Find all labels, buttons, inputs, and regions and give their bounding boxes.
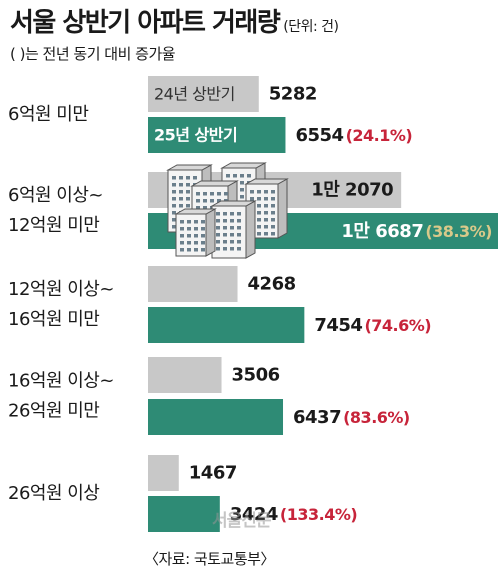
- title-unit: (단위: 건): [283, 19, 339, 35]
- category-label: 6억원 이상~: [8, 185, 103, 206]
- category-label: 26억원 미만: [8, 401, 99, 422]
- category-label: 12억원 이상~: [8, 279, 114, 300]
- series-label-curr: 25년 상반기: [154, 126, 237, 145]
- category-label: 12억원 미만: [8, 215, 99, 236]
- value-label-curr: 6437 (83.6%): [293, 407, 410, 428]
- series-label-prev: 24년 상반기: [154, 85, 235, 104]
- bar-curr: [148, 117, 286, 153]
- growth-rate: (38.3%): [425, 222, 492, 241]
- value-label-curr: 6554 (24.1%): [295, 125, 412, 146]
- value-number: 6437: [293, 407, 341, 428]
- category-label: 26억원 이상: [8, 483, 99, 504]
- value-number: 3424: [230, 504, 278, 525]
- bar-curr: [148, 307, 305, 343]
- bar-prev: [148, 76, 259, 112]
- growth-rate: (133.4%): [280, 505, 357, 524]
- value-label-curr: 1만 6687 (38.3%): [341, 221, 492, 242]
- growth-rate: (24.1%): [346, 126, 413, 145]
- value-label-prev: 3506: [232, 365, 280, 386]
- category-label: 6억원 미만: [8, 104, 88, 125]
- apartment-buildings-illustration: [166, 162, 289, 259]
- subtitle-note: ( )는 전년 동기 대비 증가율: [10, 45, 176, 63]
- title-main: 서울 상반기 아파트 거래량: [10, 8, 281, 38]
- bar-curr: [148, 496, 220, 532]
- value-label-prev: 5282: [269, 84, 317, 105]
- watermark: 서울신문: [212, 511, 272, 531]
- value-label-curr: 7454 (74.6%): [314, 315, 431, 336]
- value-number: 7454: [314, 315, 362, 336]
- bar-curr: [148, 399, 284, 435]
- value-number: 1만 6687: [341, 221, 423, 242]
- source-note: 〈자료: 국토교통부〉: [144, 550, 275, 568]
- growth-rate: (83.6%): [343, 408, 410, 427]
- bar-prev: [148, 357, 222, 393]
- value-label-prev: 1467: [189, 463, 237, 484]
- chart-title: 서울 상반기 아파트 거래량 (단위: 건): [10, 2, 339, 39]
- category-label: 16억원 미만: [8, 309, 99, 330]
- value-label-curr: 3424 (133.4%): [230, 504, 357, 525]
- category-label: 16억원 이상~: [8, 371, 114, 392]
- bar-prev: [148, 455, 179, 491]
- growth-rate: (74.6%): [364, 316, 431, 335]
- value-number: 6554: [295, 125, 343, 146]
- value-label-prev: 4268: [248, 274, 296, 295]
- bar-prev: [148, 266, 238, 302]
- value-label-prev: 1만 2070: [311, 180, 393, 201]
